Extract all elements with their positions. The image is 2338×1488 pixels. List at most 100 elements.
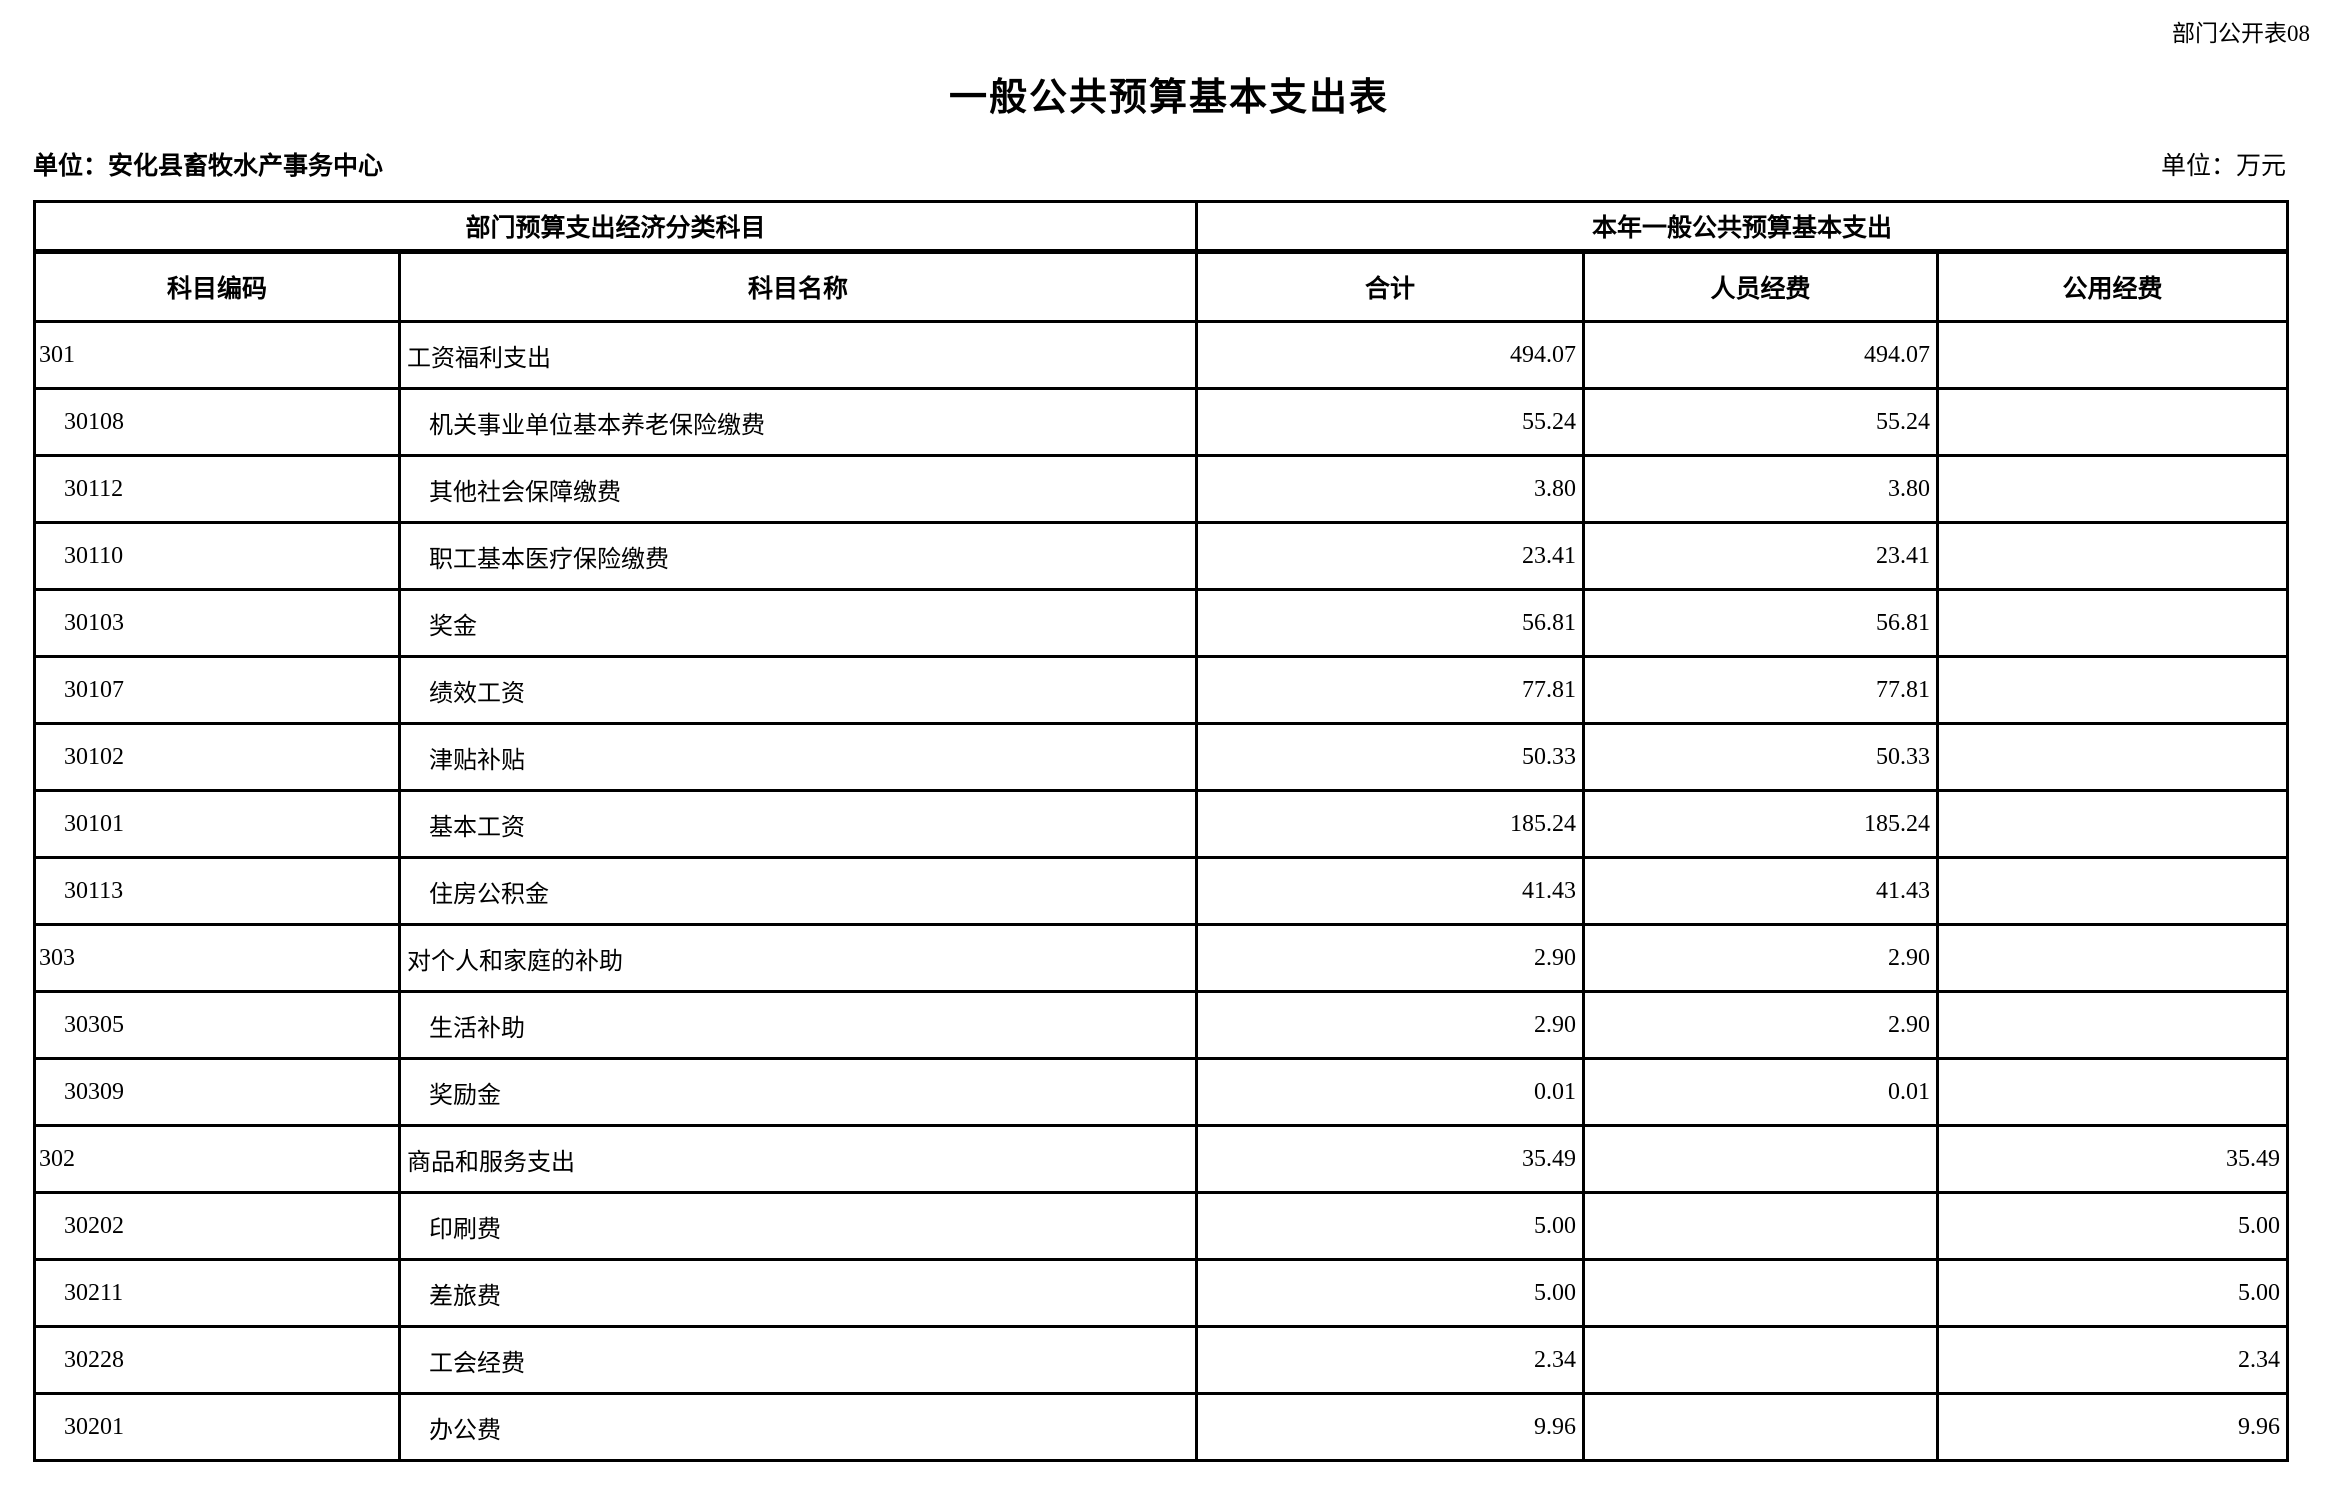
table-row: 30201 办公费 9.96 9.96 [33,1392,2290,1462]
unit-name-label: 单位：安化县畜牧水产事务中心 [33,152,384,180]
table-row: 30202 印刷费 5.00 5.00 [33,1191,2290,1261]
personnel-cell: 2.90 [1582,990,1940,1060]
public-cell [1936,856,2290,926]
subject-code-cell: 30305 [33,990,401,1060]
total-cell: 23.41 [1195,521,1586,591]
total-cell: 35.49 [1195,1124,1586,1194]
subject-code-cell: 302 [33,1124,401,1194]
currency-unit-label: 单位：万元 [2160,153,2286,180]
subject-name-cell: 工会经费 [397,1325,1199,1395]
subject-name-cell: 差旅费 [397,1258,1199,1328]
total-cell: 77.81 [1195,655,1586,725]
table-row: 30211 差旅费 5.00 5.00 [33,1258,2290,1328]
public-cell: 5.00 [1936,1191,2290,1261]
public-cell: 35.49 [1936,1124,2290,1194]
personnel-cell: 56.81 [1582,588,1940,658]
personnel-cell: 77.81 [1582,655,1940,725]
subject-name-cell: 绩效工资 [397,655,1199,725]
table-row: 302 商品和服务支出 35.49 35.49 [33,1124,2290,1194]
personnel-cell: 50.33 [1582,722,1940,792]
unit-row: 单位：安化县畜牧水产事务中心 单位：万元 [33,146,2286,182]
subject-name-cell: 印刷费 [397,1191,1199,1261]
subject-code-cell: 30108 [33,387,401,457]
public-cell: 2.34 [1936,1325,2290,1395]
public-cell: 5.00 [1936,1258,2290,1328]
total-cell: 0.01 [1195,1057,1586,1127]
table-header: 部门预算支出经济分类科目 本年一般公共预算基本支出 科目编码 科目名称 合计 人… [32,200,2290,323]
table-row: 303 对个人和家庭的补助 2.90 2.90 [33,923,2290,993]
public-cell [1936,990,2290,1060]
public-cell [1936,789,2290,859]
table-row: 30110 职工基本医疗保险缴费 23.41 23.41 [33,521,2290,591]
column-header-subject-code: 科目编码 [33,250,401,323]
subject-code-cell: 30112 [33,454,401,524]
personnel-cell [1582,1124,1940,1194]
total-cell: 5.00 [1195,1191,1586,1261]
subject-name-cell: 住房公积金 [397,856,1199,926]
subject-name-cell: 办公费 [397,1392,1199,1462]
subject-code-cell: 30110 [33,521,401,591]
subject-code-cell: 30107 [33,655,401,725]
personnel-cell [1582,1325,1940,1395]
public-cell: 9.96 [1936,1392,2290,1462]
table-row: 30112 其他社会保障缴费 3.80 3.80 [33,454,2290,524]
subject-name-cell: 工资福利支出 [397,320,1199,390]
total-cell: 41.43 [1195,856,1586,926]
subject-code-cell: 30211 [33,1258,401,1328]
public-cell [1936,1057,2290,1127]
column-header-personnel: 人员经费 [1582,250,1940,323]
subject-code-cell: 30201 [33,1392,401,1462]
table-row: 30113 住房公积金 41.43 41.43 [33,856,2290,926]
total-cell: 56.81 [1195,588,1586,658]
total-cell: 185.24 [1195,789,1586,859]
personnel-cell: 3.80 [1582,454,1940,524]
table-row: 301 工资福利支出 494.07 494.07 [33,320,2290,390]
public-cell [1936,923,2290,993]
personnel-cell: 23.41 [1582,521,1940,591]
subject-name-cell: 其他社会保障缴费 [397,454,1199,524]
subject-code-cell: 303 [33,923,401,993]
subject-code-cell: 30101 [33,789,401,859]
page-title: 一般公共预算基本支出表 [948,77,1389,119]
subject-name-cell: 对个人和家庭的补助 [397,923,1199,993]
table-body: 301 工资福利支出 494.07 494.07 30108 机关事业单位基本养… [33,320,2290,1462]
total-cell: 494.07 [1195,320,1586,390]
subject-code-cell: 30309 [33,1057,401,1127]
subject-code-cell: 30102 [33,722,401,792]
personnel-cell: 0.01 [1582,1057,1940,1127]
column-header-subject-name: 科目名称 [397,250,1199,323]
personnel-cell [1582,1258,1940,1328]
subject-code-cell: 30113 [33,856,401,926]
group-header-row: 部门预算支出经济分类科目 本年一般公共预算基本支出 [32,200,2290,254]
column-header-total: 合计 [1195,250,1586,323]
total-cell: 5.00 [1195,1258,1586,1328]
subject-name-cell: 奖励金 [397,1057,1199,1127]
subject-code-cell: 30228 [33,1325,401,1395]
personnel-cell: 2.90 [1582,923,1940,993]
table-row: 30101 基本工资 185.24 185.24 [33,789,2290,859]
table-row: 30228 工会经费 2.34 2.34 [33,1325,2290,1395]
total-cell: 55.24 [1195,387,1586,457]
table-row: 30108 机关事业单位基本养老保险缴费 55.24 55.24 [33,387,2290,457]
doc-number: 部门公开表08 [2172,21,2310,46]
column-header-public: 公用经费 [1936,250,2290,323]
public-cell [1936,655,2290,725]
subject-name-cell: 商品和服务支出 [397,1124,1199,1194]
public-cell [1936,521,2290,591]
total-cell: 2.90 [1195,990,1586,1060]
table-row: 30103 奖金 56.81 56.81 [33,588,2290,658]
public-cell [1936,454,2290,524]
total-cell: 2.34 [1195,1325,1586,1395]
group-header-subject: 部门预算支出经济分类科目 [32,200,1199,254]
table-row: 30309 奖励金 0.01 0.01 [33,1057,2290,1127]
total-cell: 50.33 [1195,722,1586,792]
subject-name-cell: 津贴补贴 [397,722,1199,792]
budget-table: 部门预算支出经济分类科目 本年一般公共预算基本支出 科目编码 科目名称 合计 人… [32,200,2290,1462]
group-header-expenditure: 本年一般公共预算基本支出 [1195,200,2290,254]
subject-name-cell: 奖金 [397,588,1199,658]
public-cell [1936,588,2290,658]
total-cell: 9.96 [1195,1392,1586,1462]
table-row: 30107 绩效工资 77.81 77.81 [33,655,2290,725]
personnel-cell [1582,1392,1940,1462]
subject-name-cell: 基本工资 [397,789,1199,859]
